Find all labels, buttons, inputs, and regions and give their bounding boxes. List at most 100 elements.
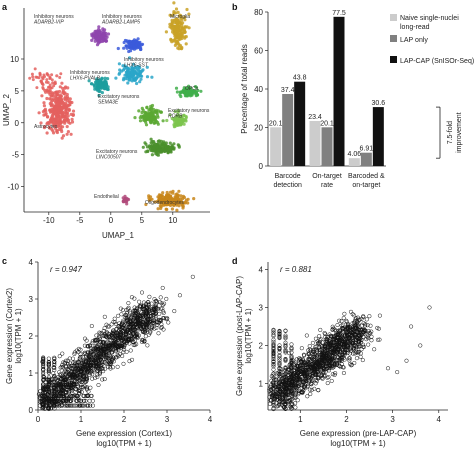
scatter-point xyxy=(360,358,365,363)
umap-point xyxy=(153,110,157,115)
umap-point xyxy=(140,106,144,110)
umap-point xyxy=(183,25,187,29)
umap-point xyxy=(57,106,61,110)
umap-point xyxy=(168,13,172,17)
umap-point xyxy=(138,80,142,84)
umap-point xyxy=(177,144,181,148)
scatter-point xyxy=(88,385,93,390)
umap-point xyxy=(199,89,203,93)
umap-point xyxy=(65,92,69,97)
umap-point xyxy=(48,85,52,89)
umap-point xyxy=(92,83,96,87)
scatter-point xyxy=(120,353,125,359)
umap-point xyxy=(168,113,172,117)
umap-point xyxy=(48,77,52,80)
umap-point xyxy=(42,113,46,117)
scatter-point xyxy=(409,324,414,329)
scatter-x-tick-label: 2 xyxy=(122,415,127,424)
scatter-point xyxy=(95,372,100,377)
umap-point xyxy=(57,117,62,121)
umap-point xyxy=(48,97,52,101)
bar-category-label: on-target xyxy=(352,182,380,189)
umap-point xyxy=(37,111,41,115)
umap-x-tick-label: 10 xyxy=(168,216,177,225)
umap-point xyxy=(71,109,76,113)
umap-point xyxy=(182,122,186,126)
scatter-point xyxy=(337,318,342,323)
umap-point xyxy=(60,81,64,85)
umap-point xyxy=(128,56,132,60)
umap-point xyxy=(156,153,160,157)
umap-point xyxy=(146,116,150,121)
umap-point xyxy=(174,86,179,90)
umap-point xyxy=(172,11,176,15)
legend-swatch xyxy=(390,35,397,42)
umap-point xyxy=(178,13,182,17)
scatter-point xyxy=(267,401,273,406)
scatter-point xyxy=(147,294,152,299)
umap-point xyxy=(45,72,49,76)
umap-point xyxy=(99,37,103,41)
scatter-x-tick-label: 3 xyxy=(390,415,395,424)
panel-label-c: c xyxy=(2,256,7,266)
correlation-label: r = 0.881 xyxy=(280,265,312,274)
umap-point xyxy=(147,194,151,198)
scatter-point xyxy=(366,342,371,347)
umap-point xyxy=(117,62,121,66)
bar xyxy=(270,127,282,166)
umap-point xyxy=(134,43,138,47)
umap-point xyxy=(134,65,138,69)
umap-point xyxy=(170,146,174,151)
scatter-point xyxy=(377,313,382,318)
scatter-y-label: Gene expression (Cortex2) xyxy=(5,288,14,384)
umap-point xyxy=(93,39,97,43)
umap-point xyxy=(158,145,162,149)
umap-point xyxy=(71,113,75,117)
umap-point xyxy=(120,69,124,73)
umap-point xyxy=(141,145,145,149)
umap-point xyxy=(138,116,142,120)
umap-point xyxy=(168,141,172,145)
umap-point xyxy=(124,65,128,69)
umap-point xyxy=(61,134,66,138)
umap-point xyxy=(92,31,96,35)
umap-point xyxy=(150,153,154,157)
umap-point xyxy=(55,121,59,125)
umap-point xyxy=(176,24,180,28)
scatter-point xyxy=(137,299,142,304)
umap-point xyxy=(93,33,98,38)
umap-point xyxy=(180,16,184,20)
umap-point xyxy=(59,72,63,76)
umap-point xyxy=(179,194,183,198)
umap-point xyxy=(101,27,105,31)
bar xyxy=(294,81,306,166)
umap-point xyxy=(158,142,162,146)
umap-point xyxy=(48,108,52,112)
scatter-y-tick-label: 3 xyxy=(259,304,264,313)
umap-point xyxy=(100,91,104,95)
umap-point xyxy=(64,95,68,99)
umap-point xyxy=(58,85,62,89)
umap-point xyxy=(61,89,65,93)
umap-point xyxy=(54,90,58,94)
improvement-label: improvement xyxy=(456,112,463,153)
scatter-point xyxy=(299,346,304,351)
scatter-point xyxy=(385,366,391,371)
umap-point xyxy=(127,71,131,75)
umap-point xyxy=(150,112,154,116)
umap-point xyxy=(177,44,181,48)
umap-point xyxy=(132,73,136,77)
scatter-point xyxy=(156,331,161,336)
umap-point xyxy=(185,7,189,12)
bar-value-label: 30.6 xyxy=(372,100,386,107)
bar-y-label: Percentage of total reads xyxy=(240,44,249,133)
umap-point xyxy=(54,99,59,103)
umap-point xyxy=(184,118,188,122)
umap-point xyxy=(169,26,174,30)
umap-point xyxy=(175,208,179,212)
scatter-point xyxy=(158,295,163,300)
scatter-x-tick-label: 3 xyxy=(165,415,170,424)
umap-point xyxy=(163,144,167,148)
